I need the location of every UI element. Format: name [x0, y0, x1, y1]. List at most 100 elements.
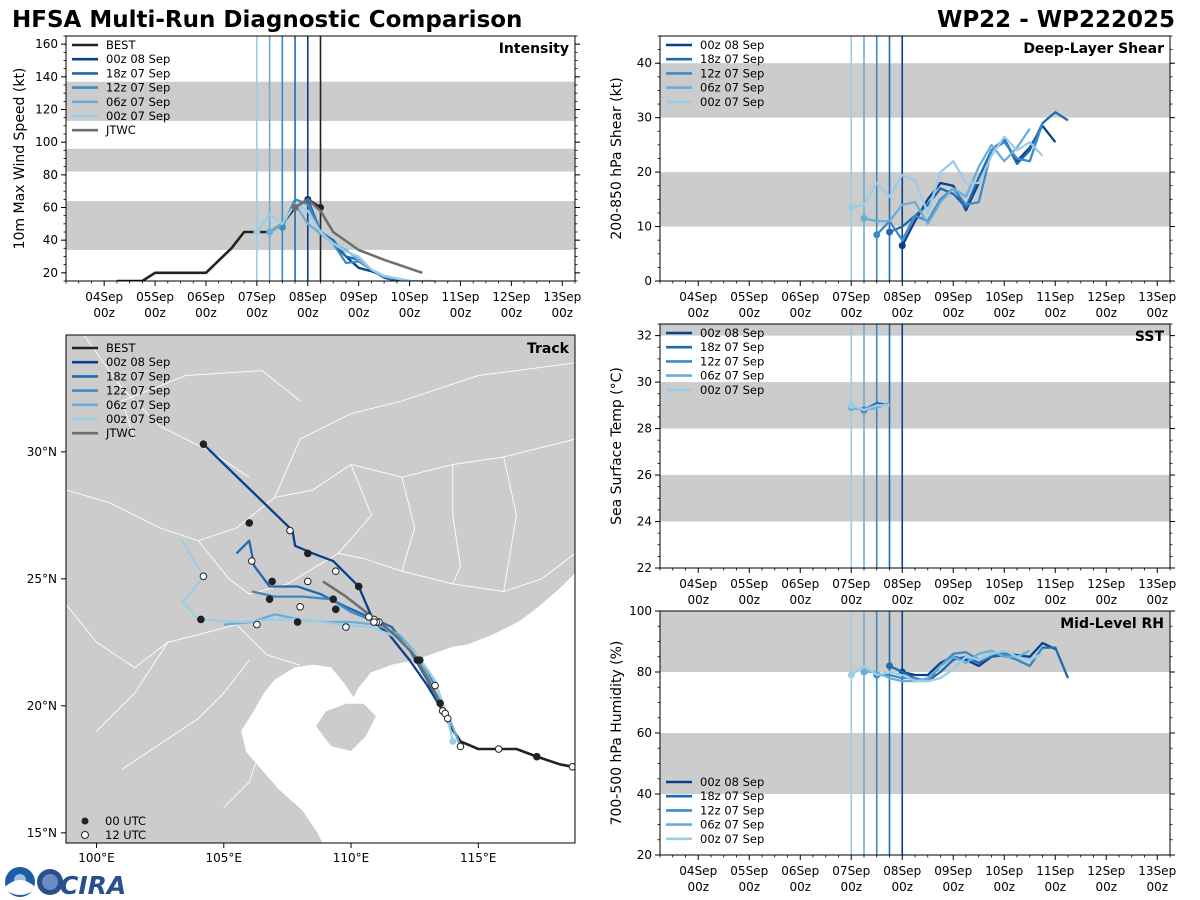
legend-label: 12z 07 Sep [700, 803, 764, 817]
lon-tick-label: 100°E [78, 851, 115, 865]
track-point-12utc [303, 577, 312, 586]
series-init-marker [847, 671, 855, 679]
legend-label: 12z 07 Sep [700, 354, 764, 368]
x-tick-hour: 00z [687, 306, 709, 320]
series-line-00z-08-sep [902, 641, 1056, 677]
series-init-marker [847, 401, 855, 409]
legend-label: 12z 07 Sep [106, 81, 170, 95]
legend-label: BEST [106, 341, 136, 355]
y-tick-label: 140 [35, 70, 58, 84]
legend-label: 00z 07 Sep [700, 383, 764, 397]
track-point-12utc [296, 602, 304, 611]
y-axis-label: 200-850 hPa Shear (kt) [609, 77, 625, 239]
legend-label: 12z 07 Sep [106, 384, 170, 398]
storm-id: WP22 - WP222025 [937, 7, 1175, 33]
province-border [96, 642, 169, 732]
y-tick-label: 60 [637, 726, 652, 740]
legend-label: 18z 07 Sep [700, 789, 764, 803]
track-point-12utc [253, 620, 261, 629]
x-tick-hour: 00z [348, 306, 370, 320]
y-tick-label: 40 [43, 233, 58, 247]
x-tick-hour: 00z [501, 306, 523, 320]
province-border [274, 362, 575, 498]
x-tick-date: 06Sep [781, 290, 819, 304]
x-tick-date: 08Sep [883, 577, 921, 591]
lat-tick-label: 15°N [27, 826, 57, 840]
track-line-jtwc [322, 580, 442, 704]
series-init-marker [253, 228, 261, 236]
x-tick-date: 04Sep [679, 290, 717, 304]
x-tick-hour: 00z [789, 593, 811, 607]
lon-tick-label: 110°E [333, 851, 370, 865]
rh-plot-area [660, 611, 1170, 855]
y-axis-label: Sea Surface Temp (°C) [609, 367, 625, 525]
series-init-marker [898, 242, 906, 250]
y-tick-label: 40 [637, 787, 652, 801]
y-tick-label: 80 [43, 168, 58, 182]
x-tick-date: 11Sep [442, 290, 480, 304]
x-tick-date: 05Sep [730, 290, 768, 304]
x-tick-date: 05Sep [730, 577, 768, 591]
svg-text:CIRA: CIRA [60, 871, 126, 900]
lon-tick-label: 115°E [460, 851, 497, 865]
x-tick-date: 04Sep [85, 290, 123, 304]
track-point-12utc [494, 745, 503, 753]
legend-label: 06z 07 Sep [106, 95, 170, 109]
province-border [337, 464, 372, 554]
legend-label: 06z 07 Sep [700, 81, 764, 95]
mainland [66, 335, 575, 843]
legend-label: 00 UTC [105, 814, 146, 828]
province-border [223, 743, 263, 808]
series-line-06z-07-sep [863, 127, 1031, 225]
x-tick-date: 10Sep [985, 864, 1023, 878]
legend-label: 06z 07 Sep [700, 369, 764, 383]
x-tick-date: 05Sep [136, 290, 174, 304]
x-tick-hour: 00z [789, 880, 811, 894]
track-point-12utc [431, 681, 439, 690]
x-tick-hour: 00z [1044, 306, 1066, 320]
province-border [401, 477, 416, 572]
track-point-00utc [354, 582, 363, 591]
intensity-plot-area [66, 36, 575, 281]
province-border [66, 603, 301, 669]
province-border [121, 370, 301, 440]
y-axis-label: 700-500 hPa Humidity (%) [609, 641, 625, 826]
series-line-06z-07-sep [864, 649, 1031, 683]
x-tick-hour: 00z [942, 880, 964, 894]
x-tick-date: 07Sep [832, 577, 870, 591]
hainan-island [314, 702, 378, 753]
series-line-00z-07-sep [850, 404, 890, 412]
x-tick-date: 09Sep [934, 290, 972, 304]
threshold-band [660, 475, 1170, 522]
track-panel: 100°E 105°E 110°E 115°E 15°N 20°N 25°N 30°N Trac… [27, 334, 576, 865]
x-tick-hour: 00z [738, 593, 760, 607]
y-tick-label: 0 [644, 274, 652, 288]
y-tick-label: 30 [637, 111, 652, 125]
figure-title: HFSA Multi-Run Diagnostic Comparison [12, 7, 522, 33]
x-tick-hour: 00z [1146, 880, 1168, 894]
threshold-band [660, 733, 1170, 794]
track-point-00utc [265, 595, 274, 603]
province-border [83, 335, 250, 478]
x-tick-hour: 00z [891, 306, 913, 320]
x-tick-hour: 00z [1044, 880, 1066, 894]
x-tick-hour: 00z [1095, 306, 1117, 320]
series-init-marker [847, 204, 855, 211]
x-tick-hour: 00z [450, 306, 472, 320]
y-tick-label: 24 [637, 515, 652, 529]
y-tick-label: 120 [35, 103, 58, 117]
y-tick-label: 28 [637, 422, 652, 436]
legend-label: 00z 08 Sep [700, 326, 764, 340]
lat-tick-label: 25°N [27, 572, 57, 586]
y-tick-label: 60 [43, 201, 58, 215]
panel-title: Track [527, 341, 570, 357]
y-tick-label: 100 [35, 135, 58, 149]
x-tick-date: 07Sep [832, 864, 870, 878]
province-border [503, 456, 517, 592]
legend-label: 00z 08 Sep [106, 52, 170, 66]
track-point-00utc [436, 699, 444, 708]
x-tick-hour: 00z [144, 306, 166, 320]
track-line-00z-07-sep [179, 537, 454, 742]
series-line-12z-07-sep [875, 122, 1044, 242]
y-tick-label: 20 [43, 266, 58, 280]
